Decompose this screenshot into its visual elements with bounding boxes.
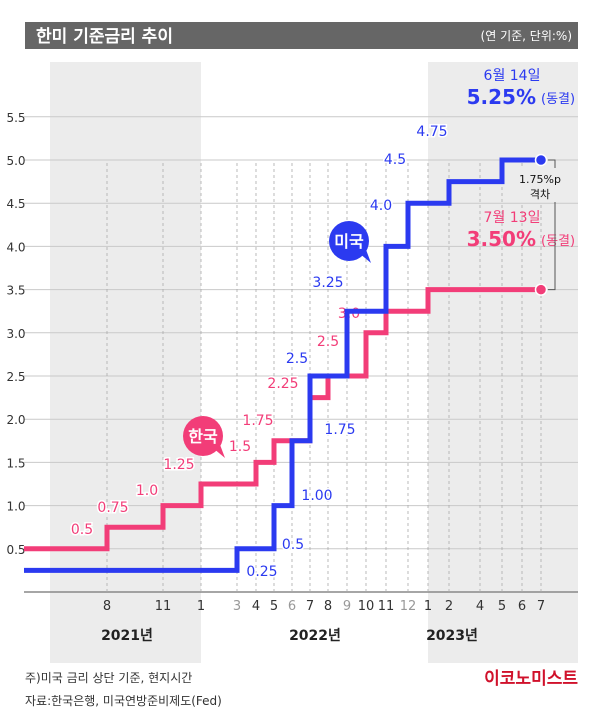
unit-label: (연 기준, 단위:%) (481, 29, 572, 43)
series-end-dot (534, 153, 548, 167)
korea-date: 7월 13일 (484, 210, 541, 226)
year-band-2023 (428, 62, 578, 663)
us-bubble (329, 221, 369, 261)
x-tick-label: 9 (343, 599, 351, 614)
data-label: 0.5 (282, 537, 304, 553)
y-tick-label: 4.5 (6, 197, 25, 211)
data-label: 1.5 (229, 439, 251, 455)
x-tick-label: 11 (155, 599, 172, 614)
data-label: 2.5 (317, 334, 339, 350)
gap-value: 1.75%p (519, 173, 561, 186)
korea-bubble-text: 한국 (188, 427, 218, 446)
y-tick-label: 3.5 (6, 284, 25, 298)
year-label: 2023년 (426, 628, 478, 644)
x-tick-label: 7 (306, 599, 314, 614)
y-tick-label: 2.0 (6, 413, 25, 427)
x-tick-label: 4 (252, 599, 260, 614)
gap-bracket (548, 159, 556, 291)
series-line-us (24, 157, 541, 573)
x-tick-label: 8 (103, 599, 111, 614)
x-tick-label: 12 (400, 599, 417, 614)
x-tick-label: 5 (498, 599, 506, 614)
x-tick-label: 1 (197, 599, 205, 614)
data-label: 1.25 (163, 457, 194, 473)
year-label: 2021년 (101, 628, 153, 644)
us-bubble-text: 미국 (334, 232, 364, 251)
x-tick-label: 10 (358, 599, 375, 614)
publisher-logo: 이코노미스트 (484, 669, 578, 689)
data-label: 0.75 (97, 500, 128, 516)
korea-status: (동결) (541, 234, 575, 249)
data-label: 3.25 (312, 275, 343, 291)
x-tick-label: 11 (378, 599, 395, 614)
year-label: 2022년 (289, 628, 341, 644)
x-tick-label: 1 (424, 599, 432, 614)
data-label: 2.25 (267, 376, 298, 392)
y-tick-label: 0.5 (6, 543, 25, 557)
data-label: 1.75 (242, 413, 273, 429)
korea-rate: 3.50% (467, 227, 536, 251)
series-end-dot (534, 283, 548, 296)
data-label: 1.0 (136, 483, 158, 499)
x-tick-label: 6 (288, 599, 296, 614)
korea-bubble (183, 416, 223, 456)
data-label: 4.5 (384, 152, 406, 168)
y-tick-label: 5.0 (6, 154, 25, 168)
x-tick-label: 7 (537, 599, 545, 614)
y-tick-label: 1.5 (6, 456, 25, 470)
footnote: 주)미국 금리 상단 기준, 현지시간 (25, 671, 192, 685)
header-bar (25, 22, 578, 49)
us-status: (동결) (541, 92, 575, 107)
data-label: 0.5 (71, 522, 93, 538)
y-tick-label: 1.0 (6, 500, 25, 514)
y-tick-label: 4.0 (6, 240, 25, 254)
source-note: 자료:한국은행, 미국연방준비제도(Fed) (25, 693, 222, 708)
x-tick-label: 5 (270, 599, 278, 614)
x-tick-label: 4 (476, 599, 484, 614)
gap-label: 격차 (530, 188, 550, 201)
x-tick-label: 3 (233, 599, 241, 614)
data-label: 4.0 (370, 198, 392, 214)
data-label: 0.25 (246, 564, 277, 580)
year-band-2021 (50, 62, 201, 663)
y-tick-label: 3.0 (6, 327, 25, 341)
x-tick-label: 8 (324, 599, 332, 614)
data-label: 2.5 (286, 351, 308, 367)
chart-title: 한미 기준금리 추이 (36, 27, 173, 47)
y-tick-label: 5.5 (6, 111, 25, 125)
data-label: 1.75 (324, 422, 355, 438)
y-tick-label: 2.5 (6, 370, 25, 384)
gap-label-bg (516, 168, 564, 202)
us-rate: 5.25% (467, 85, 536, 109)
x-tick-label: 6 (518, 599, 526, 614)
data-label: 4.75 (416, 124, 447, 140)
data-label: 1.00 (301, 488, 332, 504)
us-date: 6월 14일 (484, 68, 541, 84)
x-tick-label: 2 (445, 599, 453, 614)
